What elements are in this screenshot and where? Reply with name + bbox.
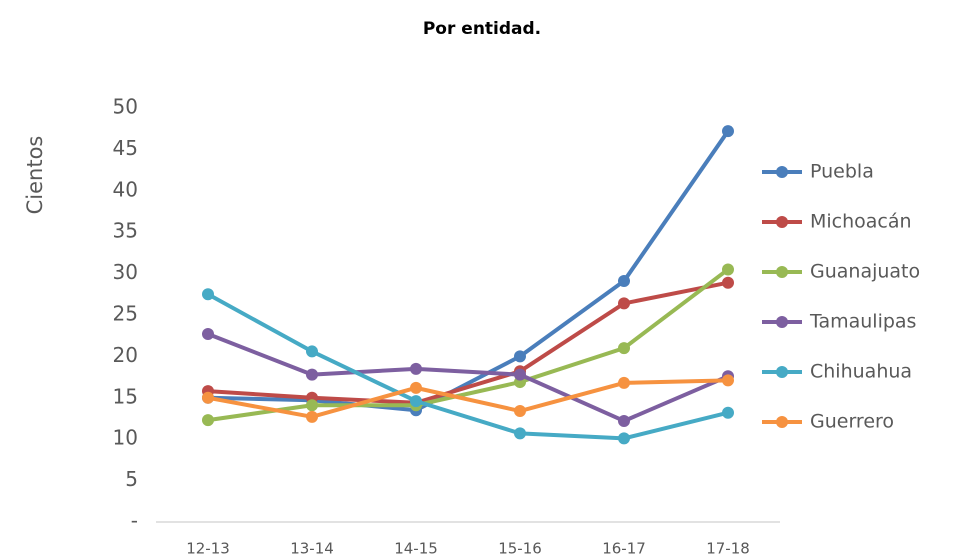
data-point (410, 395, 422, 408)
series-line (207, 332, 729, 423)
legend-marker (776, 366, 788, 378)
data-point (722, 276, 734, 289)
data-point (618, 414, 630, 427)
legend-marker (776, 316, 788, 328)
legend-label: Tamaulipas (809, 311, 916, 333)
y-tick-label: 30 (113, 260, 138, 284)
y-tick-label: 45 (113, 136, 138, 160)
y-axis-label: Cientos (23, 136, 47, 215)
y-tick-label: 25 (113, 302, 138, 326)
data-point (722, 125, 734, 138)
data-point (410, 381, 422, 394)
data-point (202, 414, 214, 427)
data-point (306, 399, 318, 412)
legend-marker (776, 216, 788, 228)
series-line (207, 280, 729, 405)
data-point (722, 374, 734, 387)
series-line (207, 267, 730, 423)
data-point (306, 368, 318, 381)
series-line (207, 378, 729, 419)
data-point (306, 410, 318, 423)
data-point (722, 406, 734, 419)
data-point (202, 391, 214, 404)
data-point (618, 297, 630, 310)
data-point (514, 427, 526, 440)
y-tick-label: 40 (113, 177, 138, 201)
y-tick-label: - (131, 509, 138, 533)
y-tick-label: 35 (113, 219, 138, 243)
x-tick-label: 14-15 (394, 540, 438, 558)
data-point (202, 288, 214, 301)
series-line (207, 130, 730, 413)
data-point (202, 328, 214, 341)
y-tick-label: 20 (113, 343, 138, 367)
data-point (722, 263, 734, 276)
legend-marker (776, 166, 788, 178)
y-tick-label: 10 (113, 426, 138, 450)
data-point (618, 275, 630, 288)
legend-label: Puebla (810, 161, 874, 183)
data-point (514, 405, 526, 418)
data-point (618, 342, 630, 355)
data-point (618, 376, 630, 389)
legend-marker (776, 266, 788, 278)
x-tick-label: 12-13 (186, 540, 230, 558)
legend-marker (776, 416, 788, 428)
x-tick-label: 17-18 (706, 540, 750, 558)
y-tick-label: 50 (113, 95, 138, 119)
data-point (514, 350, 526, 363)
y-tick-label: 15 (113, 384, 138, 408)
data-point (306, 345, 318, 358)
data-point (410, 362, 422, 375)
y-tick-label: 5 (125, 467, 138, 491)
x-tick-label: 13-14 (290, 540, 334, 558)
legend-label: Chihuahua (810, 361, 912, 383)
x-tick-label: 15-16 (498, 540, 542, 558)
chart-title: Por entidad. (423, 19, 541, 39)
series-line (207, 292, 729, 441)
legend-label: Michoacán (810, 211, 912, 233)
x-tick-label: 16-17 (602, 540, 646, 558)
legend-label: Guanajuato (810, 261, 920, 283)
legend-label: Guerrero (810, 411, 894, 433)
data-point (618, 432, 630, 445)
data-point (514, 368, 526, 381)
